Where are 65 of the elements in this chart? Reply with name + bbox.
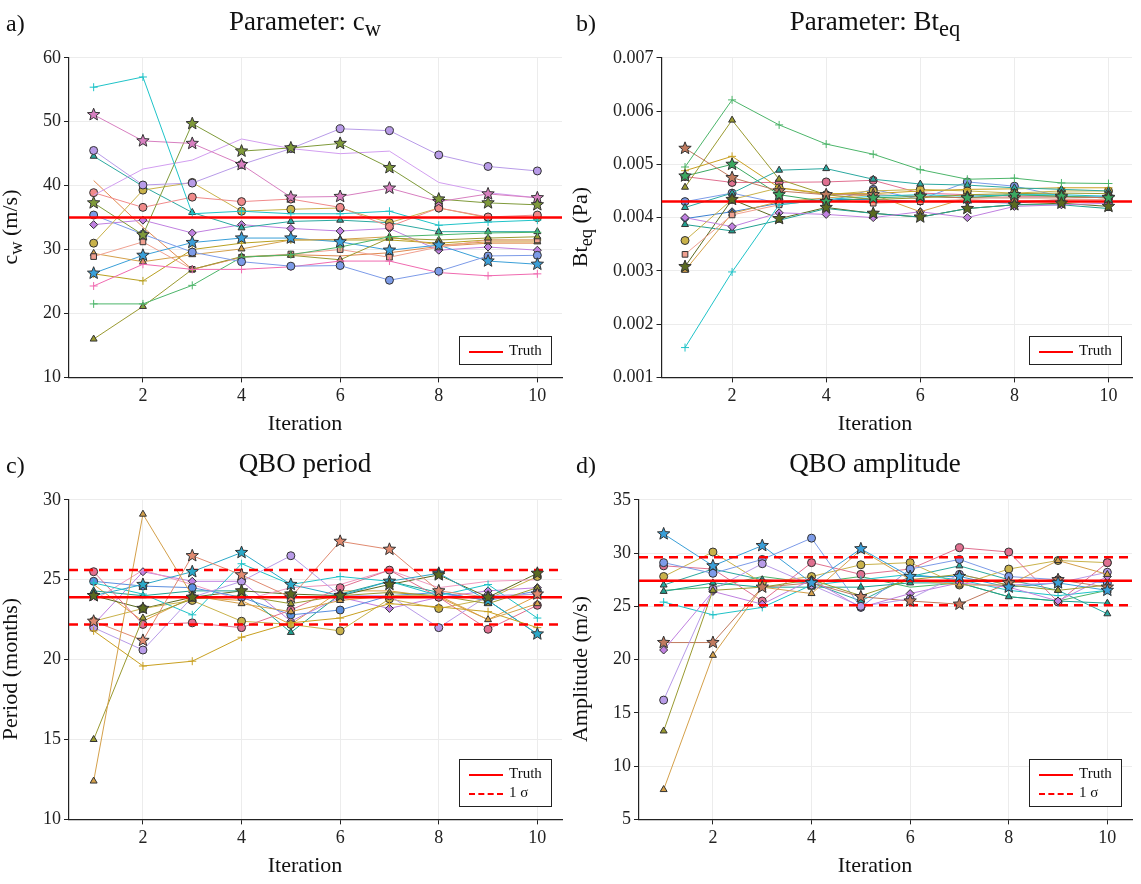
x-tick-label: 2 — [138, 384, 148, 405]
y-tick-label: 5 — [622, 808, 631, 829]
x-tick-label: 2 — [727, 384, 737, 405]
y-tick-label: 30 — [43, 238, 61, 259]
legend-label: Truth — [509, 342, 542, 359]
y-tick-label: 0.004 — [613, 206, 654, 227]
legend-label: Truth — [1079, 765, 1112, 782]
y-tick-label: 25 — [613, 595, 631, 616]
y-tick-label: 25 — [43, 568, 61, 589]
x-axis-title: Iteration — [836, 410, 914, 436]
legend-label: 1 σ — [509, 784, 529, 801]
y-tick-label: 35 — [613, 488, 631, 509]
x-tick-label: 6 — [915, 384, 925, 405]
x-tick-label: 4 — [237, 384, 247, 405]
y-tick-label: 0.003 — [613, 259, 654, 280]
y-tick-label: 20 — [613, 648, 631, 669]
text: a) — [6, 10, 25, 37]
y-tick-label: 0.001 — [613, 366, 654, 387]
x-tick-label: 2 — [138, 826, 148, 847]
chart-title: Parameter: c$_{w}$ — [228, 6, 382, 43]
x-tick-label: 6 — [335, 826, 345, 847]
y-tick-label: 15 — [43, 728, 61, 749]
x-tick-label: 10 — [528, 384, 547, 405]
x-tick-label: 8 — [1004, 826, 1014, 847]
y-tick-label: 30 — [613, 541, 631, 562]
y-tick-label: 0.006 — [613, 99, 654, 120]
y-tick-label: 10 — [43, 808, 61, 829]
y-tick-label: 10 — [43, 366, 61, 387]
x-tick-label: 8 — [1009, 384, 1019, 405]
text: c) — [6, 452, 25, 479]
legend-label: Truth — [1079, 342, 1112, 359]
y-tick-label: 30 — [43, 488, 61, 509]
y-tick-label: 50 — [43, 110, 61, 131]
y-axis-title: Period (months) — [0, 596, 23, 743]
x-axis-title: Iteration — [836, 852, 914, 878]
x-tick-label: 8 — [434, 826, 444, 847]
x-tick-label: 8 — [434, 384, 444, 405]
x-tick-label: 4 — [237, 826, 247, 847]
x-tick-label: 2 — [708, 826, 718, 847]
x-axis-title: Iteration — [266, 410, 344, 436]
y-tick-label: 20 — [43, 648, 61, 669]
y-tick-label: 0.005 — [613, 153, 654, 174]
y-axis-title: Amplitude (m/s) — [567, 595, 593, 745]
chart-title: QBO period — [237, 448, 373, 479]
y-tick-label: 20 — [43, 302, 61, 323]
x-tick-label: 6 — [335, 384, 345, 405]
legend-label: Truth — [509, 765, 542, 782]
x-tick-label: 6 — [905, 826, 915, 847]
legend-label: 1 σ — [1079, 784, 1099, 801]
text: d) — [576, 452, 596, 479]
x-tick-label: 10 — [528, 826, 547, 847]
y-tick-label: 60 — [43, 46, 61, 67]
x-tick-label: 4 — [807, 826, 817, 847]
y-tick-label: 0.002 — [613, 312, 654, 333]
y-tick-label: 15 — [613, 701, 631, 722]
y-tick-label: 40 — [43, 174, 61, 195]
chart-title: QBO amplitude — [788, 448, 962, 479]
y-tick-label: 10 — [613, 754, 631, 775]
x-tick-label: 10 — [1099, 384, 1118, 405]
x-tick-label: 4 — [821, 384, 831, 405]
x-axis-title: Iteration — [266, 852, 344, 878]
x-tick-label: 10 — [1098, 826, 1117, 847]
chart-title: Parameter: Bt$_{eq}$ — [788, 6, 962, 43]
y-tick-label: 0.007 — [613, 46, 654, 67]
text: b) — [576, 10, 596, 37]
